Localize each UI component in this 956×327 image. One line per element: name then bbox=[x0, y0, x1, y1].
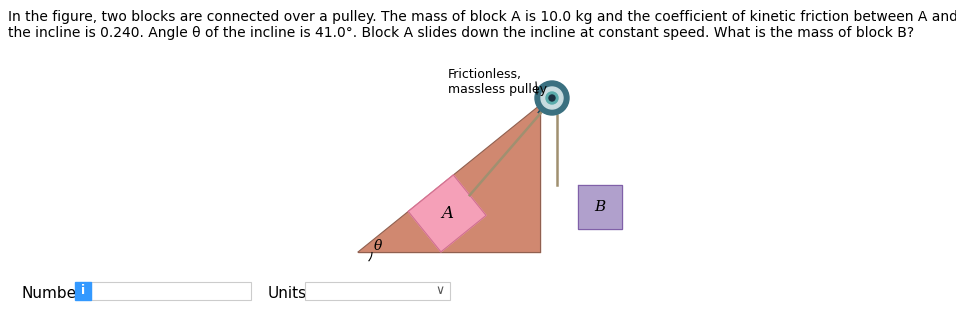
Text: the incline is 0.240. Angle θ of the incline is 41.0°. Block A slides down the i: the incline is 0.240. Angle θ of the inc… bbox=[8, 26, 914, 40]
Text: Units: Units bbox=[268, 285, 307, 301]
Polygon shape bbox=[538, 100, 557, 113]
Circle shape bbox=[549, 95, 555, 101]
Bar bbox=[578, 185, 622, 229]
Bar bbox=[75, 282, 91, 300]
Text: Number: Number bbox=[22, 285, 83, 301]
Polygon shape bbox=[358, 105, 540, 252]
Bar bbox=[305, 282, 450, 300]
Circle shape bbox=[546, 92, 558, 104]
Text: A: A bbox=[441, 205, 453, 222]
Text: i: i bbox=[81, 284, 85, 298]
Text: θ: θ bbox=[374, 239, 382, 253]
Text: B: B bbox=[595, 200, 605, 214]
Circle shape bbox=[541, 87, 563, 109]
Text: In the figure, two blocks are connected over a pulley. The mass of block A is 10: In the figure, two blocks are connected … bbox=[8, 10, 956, 24]
Text: ∨: ∨ bbox=[435, 284, 445, 298]
Text: Frictionless,
massless pulley: Frictionless, massless pulley bbox=[448, 68, 547, 96]
Bar bbox=[91, 282, 251, 300]
Circle shape bbox=[535, 81, 569, 115]
Polygon shape bbox=[408, 175, 486, 252]
